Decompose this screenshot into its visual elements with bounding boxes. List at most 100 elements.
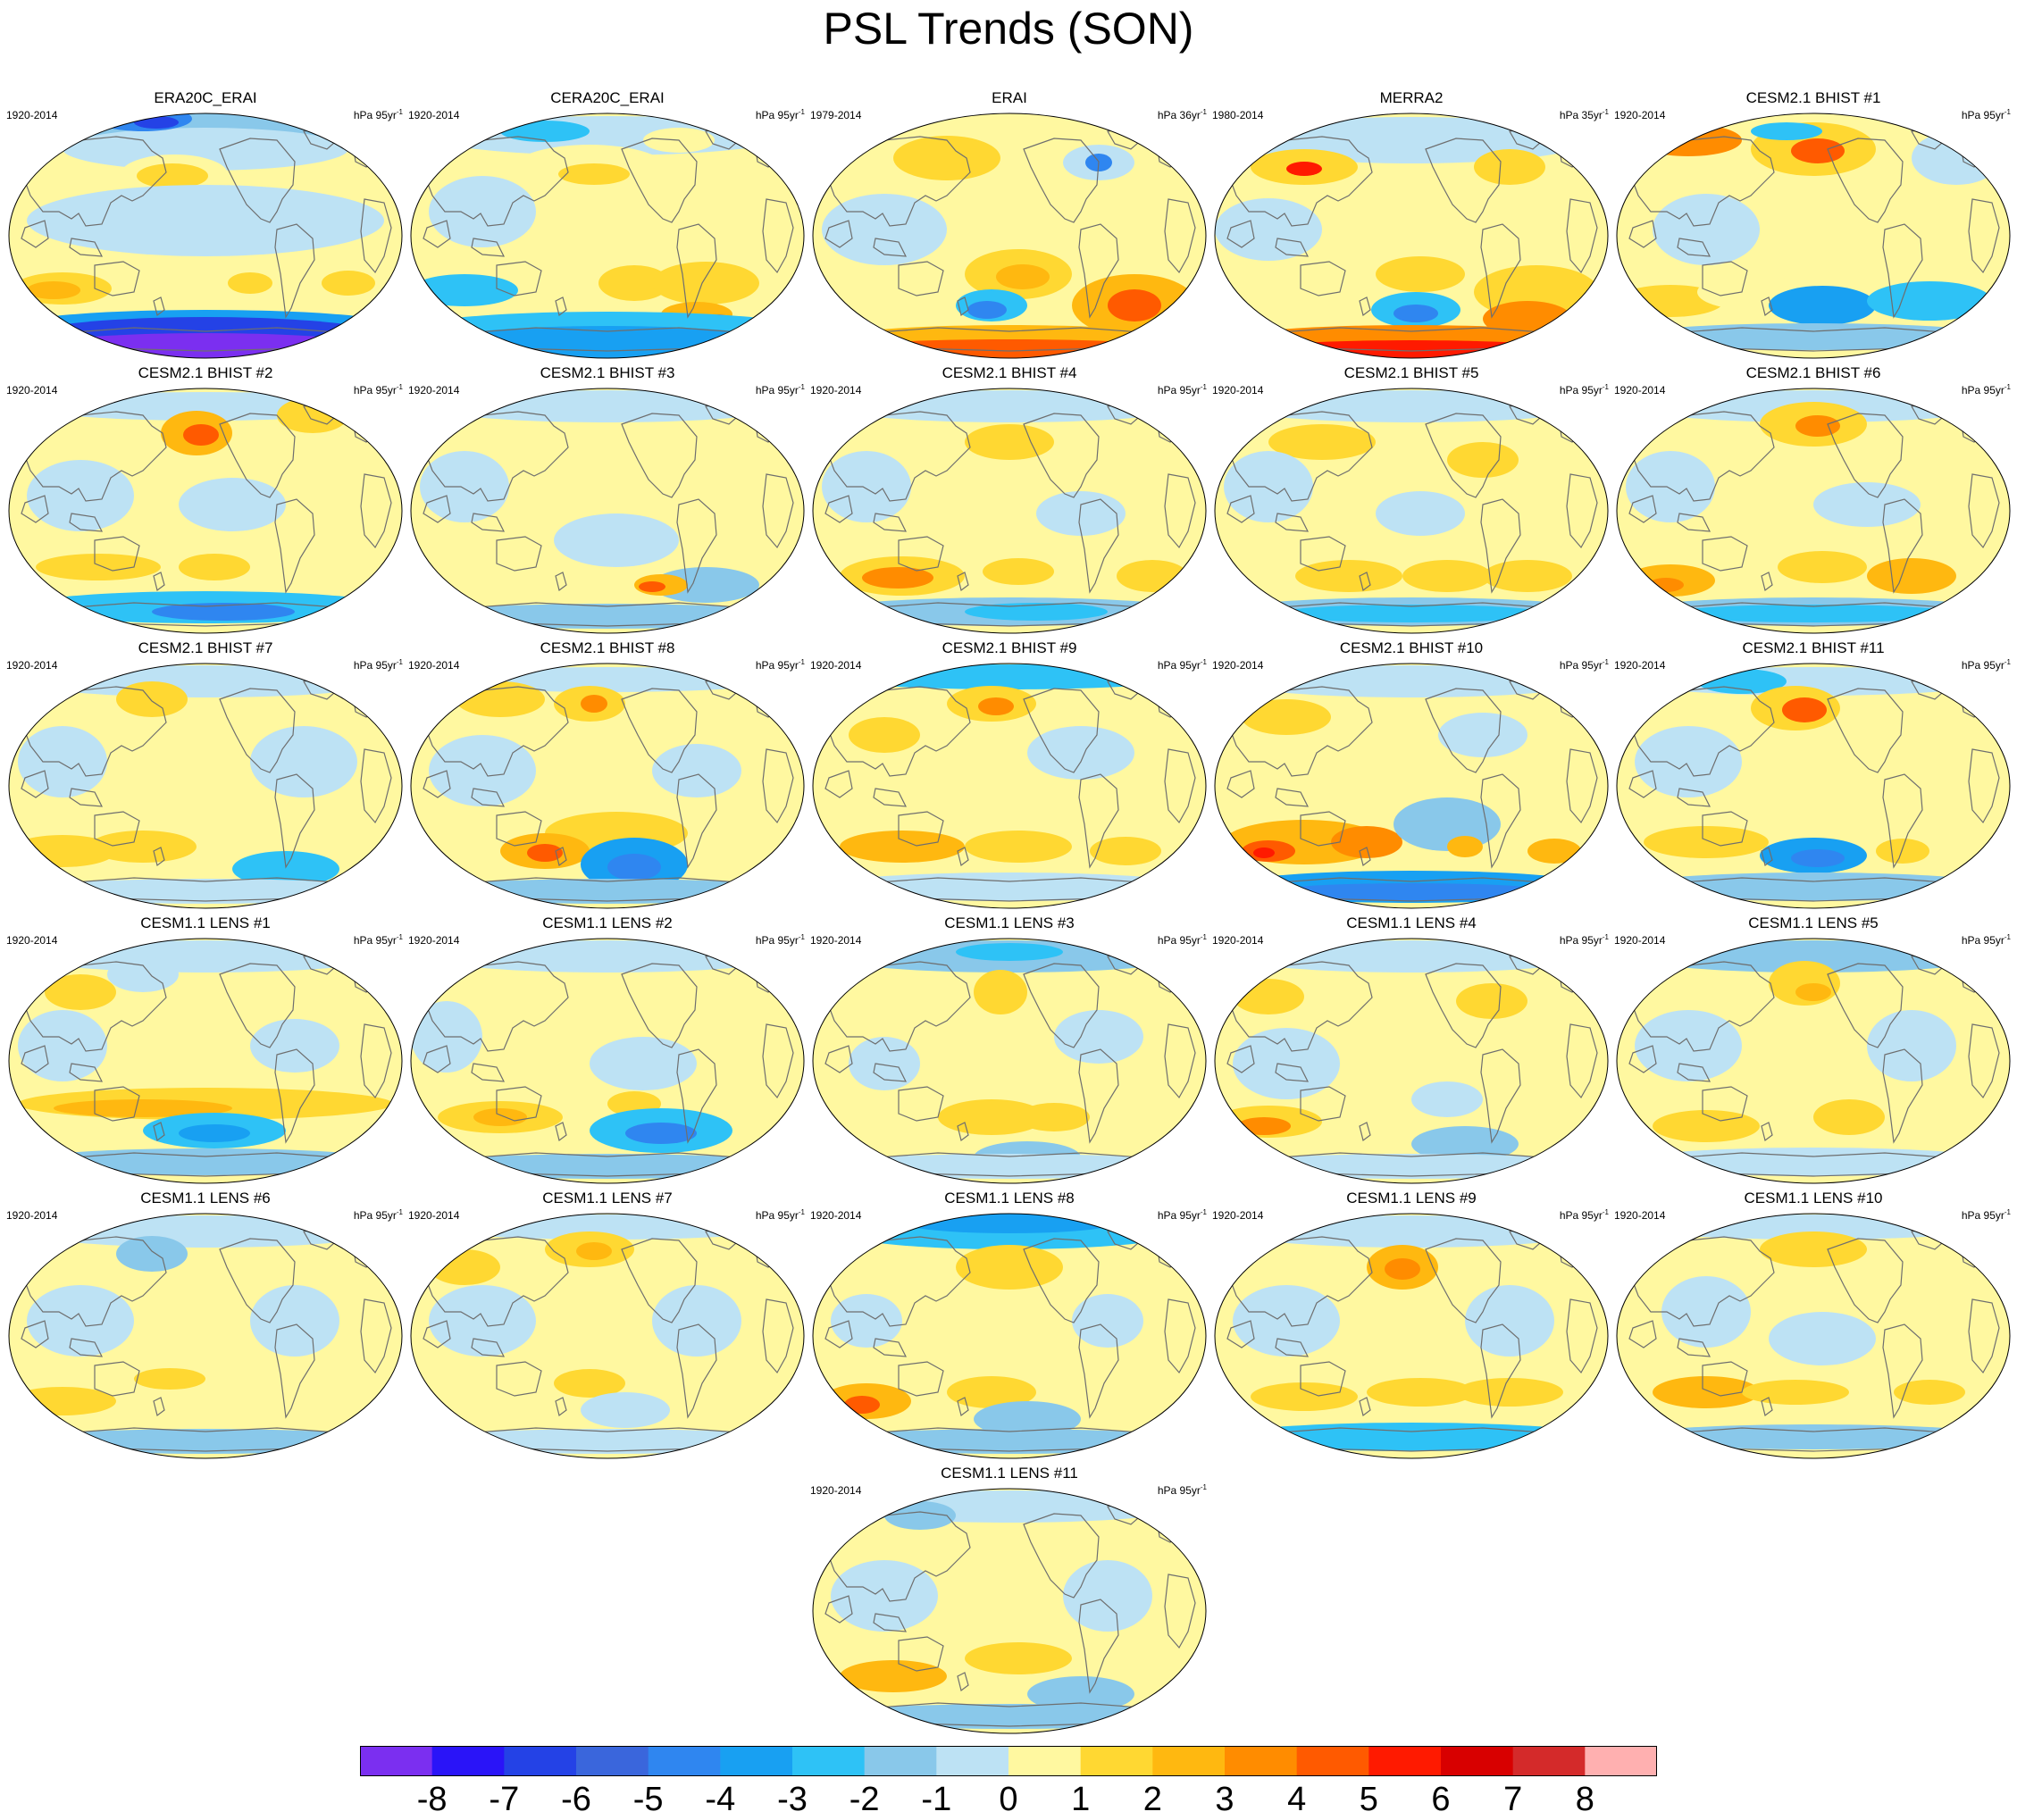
coastline (496, 261, 542, 296)
panel-units-exponent: -1 (798, 933, 805, 941)
coastline (676, 223, 717, 319)
colorbar-tick-label: -8 (416, 1781, 448, 1818)
coastline (1761, 296, 1773, 317)
trend-contour (849, 1037, 920, 1090)
coastline (1827, 1238, 1904, 1323)
coastline (873, 1338, 908, 1357)
panel-title: CESM1.1 LENS #6 (140, 1190, 271, 1206)
map-border (410, 1213, 805, 1459)
trend-contour (27, 281, 80, 299)
trend-contour (607, 854, 661, 881)
map-panel: CESM1.1 LENS #7 1920-2014 hPa 95yr-1 (406, 1190, 808, 1459)
coastline (1480, 498, 1521, 594)
panel-title: CESM2.1 BHIST #7 (138, 639, 273, 656)
panel-units-exponent: -1 (1200, 933, 1207, 941)
coastline (21, 770, 49, 798)
coastline (676, 498, 717, 594)
coastline (1023, 138, 1100, 223)
panel-units-exponent: -1 (1602, 108, 1609, 116)
coastline (1359, 572, 1371, 592)
trend-contour (429, 390, 786, 422)
trend-contour (420, 879, 795, 904)
coastline (1761, 1397, 1773, 1417)
coastline (957, 572, 969, 592)
map-svg (812, 113, 1207, 359)
trend-contour (1474, 149, 1545, 185)
trend-contour (576, 1242, 612, 1260)
panel-title: CESM2.1 BHIST #11 (1742, 639, 1885, 656)
coastline (24, 136, 167, 227)
trend-contour (429, 735, 536, 806)
map-svg (8, 938, 403, 1184)
panel-units: hPa 95yr-1 (1158, 1482, 1207, 1497)
coastline (1275, 788, 1310, 807)
panel-units-exponent: -1 (396, 108, 403, 116)
trend-contour (322, 271, 375, 296)
map-border (1214, 938, 1609, 1184)
map-panel: CESM2.1 BHIST #9 1920-2014 hPa 95yr-1 (808, 639, 1210, 909)
coastline (1827, 413, 1904, 498)
panel-units-exponent: -1 (396, 658, 403, 666)
coastline (1164, 1298, 1196, 1374)
coastline (824, 1045, 853, 1073)
coastline (1566, 1023, 1598, 1099)
panel-units-text: hPa 95yr (1961, 1209, 2004, 1222)
panel-units-text: hPa 95yr (1961, 934, 2004, 947)
coastline (69, 788, 104, 807)
coastline (94, 811, 140, 847)
coastline (1827, 138, 1904, 223)
coastline (69, 1338, 104, 1357)
panel-units-text: hPa 95yr (353, 384, 397, 397)
trend-contour (581, 695, 607, 713)
panel-title: CESM2.1 BHIST #1 (1745, 89, 1881, 106)
panel-units-exponent: -1 (1200, 658, 1207, 666)
coastline (1566, 1298, 1598, 1374)
panel-units: hPa 95yr-1 (756, 931, 805, 947)
coastline (898, 536, 944, 572)
coastline (898, 1361, 944, 1397)
coastline (1480, 773, 1521, 869)
panel-units: hPa 95yr-1 (354, 1206, 403, 1222)
panel-period: 1920-2014 (1212, 384, 1264, 397)
coastline (1023, 413, 1100, 498)
coastline (873, 513, 908, 532)
trend-contour (1018, 1103, 1090, 1131)
trend-contour (639, 581, 665, 592)
coastline (1230, 411, 1373, 502)
trend-contour (581, 1392, 670, 1428)
trend-contour (840, 831, 965, 863)
trend-contour (1027, 726, 1134, 780)
trend-contour (1253, 847, 1275, 858)
trend-contour (228, 272, 272, 294)
panel-units: hPa 95yr-1 (756, 656, 805, 672)
coastline (1300, 1086, 1346, 1122)
trend-contour (862, 567, 933, 589)
trend-contour (1778, 551, 1867, 583)
trend-contour (1894, 1380, 1965, 1405)
panel-units: hPa 95yr-1 (1560, 931, 1609, 947)
panel-units-exponent: -1 (1200, 108, 1207, 116)
coastline (1275, 1063, 1310, 1082)
trend-contour (1867, 1010, 1956, 1081)
map-border (410, 113, 805, 359)
panel-units: hPa 95yr-1 (1962, 381, 2011, 397)
map-panel: CESM2.1 BHIST #5 1920-2014 hPa 95yr-1 (1210, 364, 1612, 634)
coastline (957, 1122, 969, 1142)
map-svg (410, 663, 805, 909)
panel-period: 1980-2014 (1212, 109, 1264, 121)
map-panel: CESM1.1 LENS #1 1920-2014 hPa 95yr-1 (4, 914, 406, 1184)
trend-contour (1795, 415, 1840, 437)
trend-contour (1456, 1378, 1563, 1407)
colorbar-tick-label: 6 (1431, 1781, 1451, 1818)
coastline (555, 847, 567, 867)
coastline (1230, 686, 1373, 777)
panel-title: CESM2.1 BHIST #5 (1343, 364, 1479, 381)
panel-period: 1920-2014 (6, 109, 58, 121)
trend-contour (1233, 1028, 1340, 1099)
coastline (496, 1086, 542, 1122)
trend-contour (967, 301, 1007, 319)
coastline (423, 1045, 451, 1073)
panel-units-text: hPa 95yr (1559, 934, 1603, 947)
trend-contour (849, 717, 920, 753)
coastline (1566, 748, 1598, 824)
